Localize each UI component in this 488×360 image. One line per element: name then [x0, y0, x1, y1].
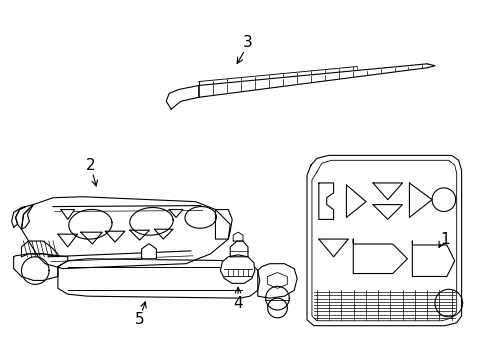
Polygon shape [129, 230, 149, 240]
Polygon shape [233, 232, 243, 241]
Polygon shape [58, 259, 259, 298]
Polygon shape [198, 64, 426, 97]
Polygon shape [267, 273, 287, 288]
Polygon shape [14, 254, 68, 280]
Polygon shape [105, 231, 124, 242]
Polygon shape [372, 204, 402, 219]
Polygon shape [408, 183, 431, 217]
Polygon shape [257, 264, 297, 298]
Polygon shape [21, 197, 230, 269]
Polygon shape [12, 207, 25, 227]
Polygon shape [318, 239, 347, 257]
Polygon shape [215, 210, 232, 239]
Polygon shape [411, 241, 454, 276]
Polygon shape [346, 185, 366, 217]
Polygon shape [16, 204, 33, 229]
Polygon shape [169, 210, 183, 217]
Polygon shape [230, 241, 247, 257]
Polygon shape [166, 85, 198, 109]
Polygon shape [306, 156, 461, 326]
Polygon shape [21, 241, 58, 257]
Polygon shape [352, 239, 407, 274]
Polygon shape [318, 183, 333, 219]
Polygon shape [220, 255, 254, 283]
Polygon shape [81, 232, 102, 244]
Text: 1: 1 [439, 231, 449, 247]
Text: 3: 3 [243, 35, 252, 50]
Polygon shape [311, 160, 456, 321]
Text: 2: 2 [85, 158, 95, 173]
Polygon shape [372, 183, 402, 200]
Text: 4: 4 [233, 296, 243, 311]
Polygon shape [58, 234, 78, 247]
Polygon shape [142, 244, 156, 259]
Polygon shape [61, 210, 75, 219]
Polygon shape [154, 229, 173, 239]
Text: 5: 5 [135, 312, 144, 327]
